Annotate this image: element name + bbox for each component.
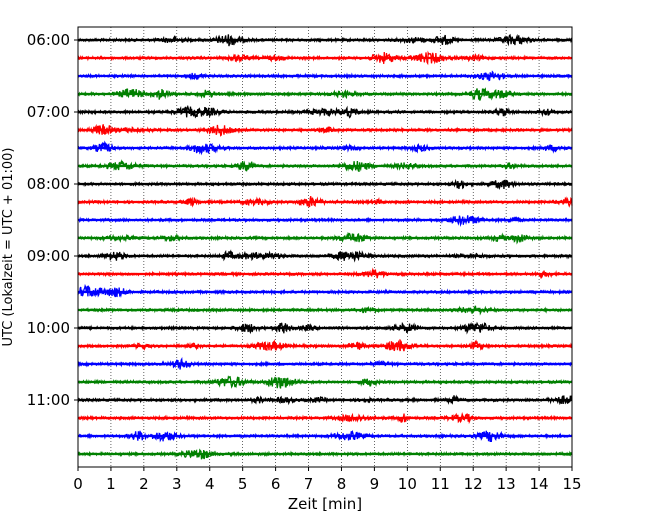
- y-tick-label: 09:00: [27, 247, 70, 265]
- y-axis-label: UTC (Lokalzeit = UTC + 01:00): [1, 148, 16, 347]
- x-tick-label: 0: [73, 475, 83, 493]
- y-tick-label: 06:00: [27, 31, 70, 49]
- x-tick-label: 8: [337, 475, 347, 493]
- seismogram-traces: [77, 33, 573, 460]
- x-tick-label: 11: [431, 475, 450, 493]
- x-tick-label: 2: [139, 475, 149, 493]
- x-tick-label: 4: [205, 475, 215, 493]
- x-tick-label: 10: [398, 475, 417, 493]
- x-tick-label: 15: [562, 475, 581, 493]
- y-tick-label: 08:00: [27, 175, 70, 193]
- x-axis-label: Zeit [min]: [288, 495, 362, 513]
- trace-1130: [77, 429, 573, 443]
- x-tick-label: 9: [370, 475, 380, 493]
- plot-frame: [77, 26, 573, 468]
- y-tick-label: 11:00: [27, 391, 70, 409]
- x-tick-label: 6: [271, 475, 281, 493]
- x-tick-label: 12: [464, 475, 483, 493]
- y-tick-label: 10:00: [27, 319, 70, 337]
- minute-grid: [110, 27, 540, 467]
- x-tick-label: 5: [238, 475, 248, 493]
- x-tick-label: 13: [497, 475, 516, 493]
- y-axis-ticks: 06:00 07:00 08:00 09:00 10:00 11:00: [27, 31, 78, 409]
- y-tick-label: 07:00: [27, 103, 70, 121]
- x-tick-label: 14: [530, 475, 549, 493]
- x-axis-ticks: 0 1 2 3 4 5 6 7 8 9 10 11 12 13 14 15: [73, 467, 582, 493]
- x-tick-label: 1: [106, 475, 116, 493]
- x-tick-label: 7: [304, 475, 314, 493]
- x-tick-label: 3: [172, 475, 182, 493]
